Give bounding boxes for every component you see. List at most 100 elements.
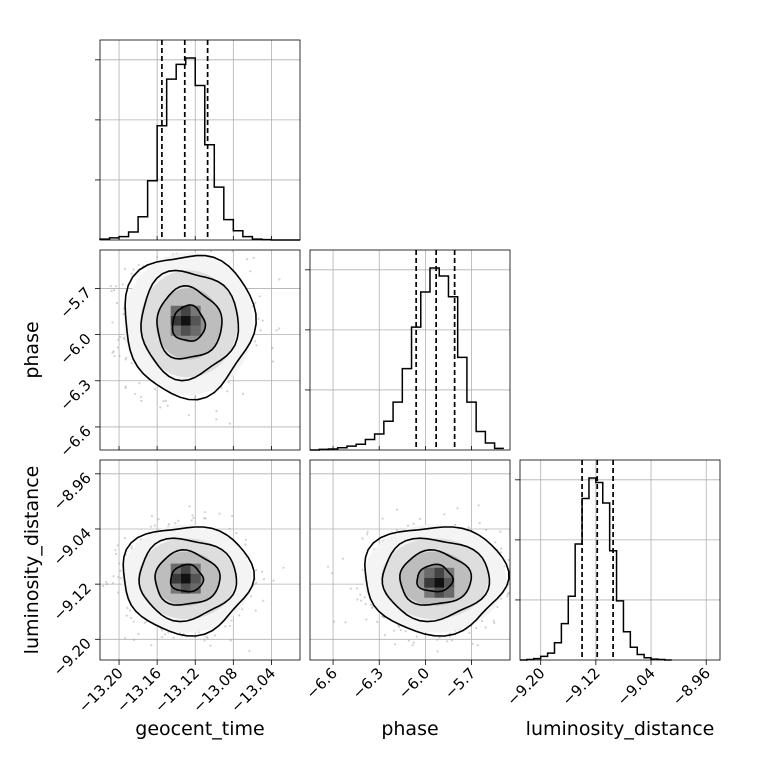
scatter-point [326,565,330,568]
scatter-point [271,347,274,350]
scatter-point [254,340,257,343]
scatter-point [493,621,496,625]
scatter-point [250,595,253,598]
scatter-point [255,568,258,572]
scatter-point [162,400,165,403]
scatter-point [113,355,116,358]
scatter-point [215,418,218,421]
scatter-point [205,635,208,638]
scatter-point [255,581,258,585]
scatter-point [248,649,251,653]
scatter-point [344,621,347,624]
scatter-point [515,596,517,598]
histogram-geocent_time [99,57,300,241]
scatter-point [278,278,281,281]
scatter-point [124,267,127,270]
y-tick-label: −6.0 [56,330,94,368]
scatter-point [468,631,471,635]
density-content [109,243,281,464]
scatter-point [262,599,265,602]
density-block [180,573,191,584]
scatter-point [238,614,241,617]
scatter-point [109,285,112,288]
scatter-point [203,517,206,520]
scatter-point [499,551,502,554]
scatter-point [111,351,114,354]
scatter-point [229,245,231,247]
scatter-point [141,462,143,464]
scatter-point [506,595,509,598]
scatter-point [415,635,418,638]
density-block [180,325,191,336]
scatter-point [228,527,231,530]
scatter-point [122,307,125,310]
scatter-point [262,578,266,581]
density-block [190,315,201,326]
scatter-point [241,608,244,611]
scatter-point [102,584,105,588]
scatter-point [119,335,122,338]
density-block [424,587,435,598]
scatter-point [91,571,93,573]
scatter-point [508,591,510,594]
hist-grid [100,40,300,240]
scatter-point [130,545,133,548]
scatter-point [112,289,116,292]
scatter-point [122,312,125,316]
scatter-point [361,568,364,571]
scatter-point [117,338,120,341]
y-axis-label: phase [21,321,43,378]
contour-line-2 [399,548,473,606]
hist-grid [520,460,720,660]
scatter-point [140,399,143,402]
scatter-point [117,575,120,579]
scatter-point [412,641,415,644]
scatter-point [174,522,177,525]
scatter-point [124,385,127,388]
scatter-point [406,524,410,527]
scatter-point [227,381,230,384]
scatter-point [399,629,402,632]
histogram-luminosity_distance [520,477,672,661]
scatter-point [492,619,495,622]
scatter-point [411,644,414,647]
y-tick-label: −6.6 [56,422,94,460]
scatter-point [282,566,285,569]
scatter-point [376,620,379,624]
scatter-point [166,404,169,407]
density-block [424,577,435,588]
scatter-point [418,517,422,521]
scatter-point [360,599,363,602]
contour-line-1 [169,563,205,593]
density-block [190,305,201,316]
density-block [434,587,445,598]
density-frame [99,459,301,661]
contour-line-4 [363,526,510,637]
scatter-point [130,616,133,620]
scatter-point [456,507,459,510]
scatter-point [412,522,415,525]
scatter-point [161,636,164,639]
scatter-point [213,634,217,637]
scatter-point [438,636,441,639]
scatter-point [364,603,367,606]
scatter-point [224,625,227,628]
scatter-point [124,386,127,390]
scatter-point [383,634,387,637]
scatter-point [215,243,217,245]
x-axis-label: geocent_time [135,718,264,740]
scatter-point [257,317,260,320]
x-tick-label: −5.7 [441,664,479,702]
scatter-point [228,624,232,627]
density-block [180,563,191,574]
contour-line-3 [381,537,491,623]
scatter-point [366,530,369,534]
density-block [190,583,201,594]
scatter-point [478,522,481,525]
scatter-point [115,285,118,288]
scatter-point [443,513,446,516]
scatter-point [167,523,170,526]
scatter-point [467,526,470,529]
